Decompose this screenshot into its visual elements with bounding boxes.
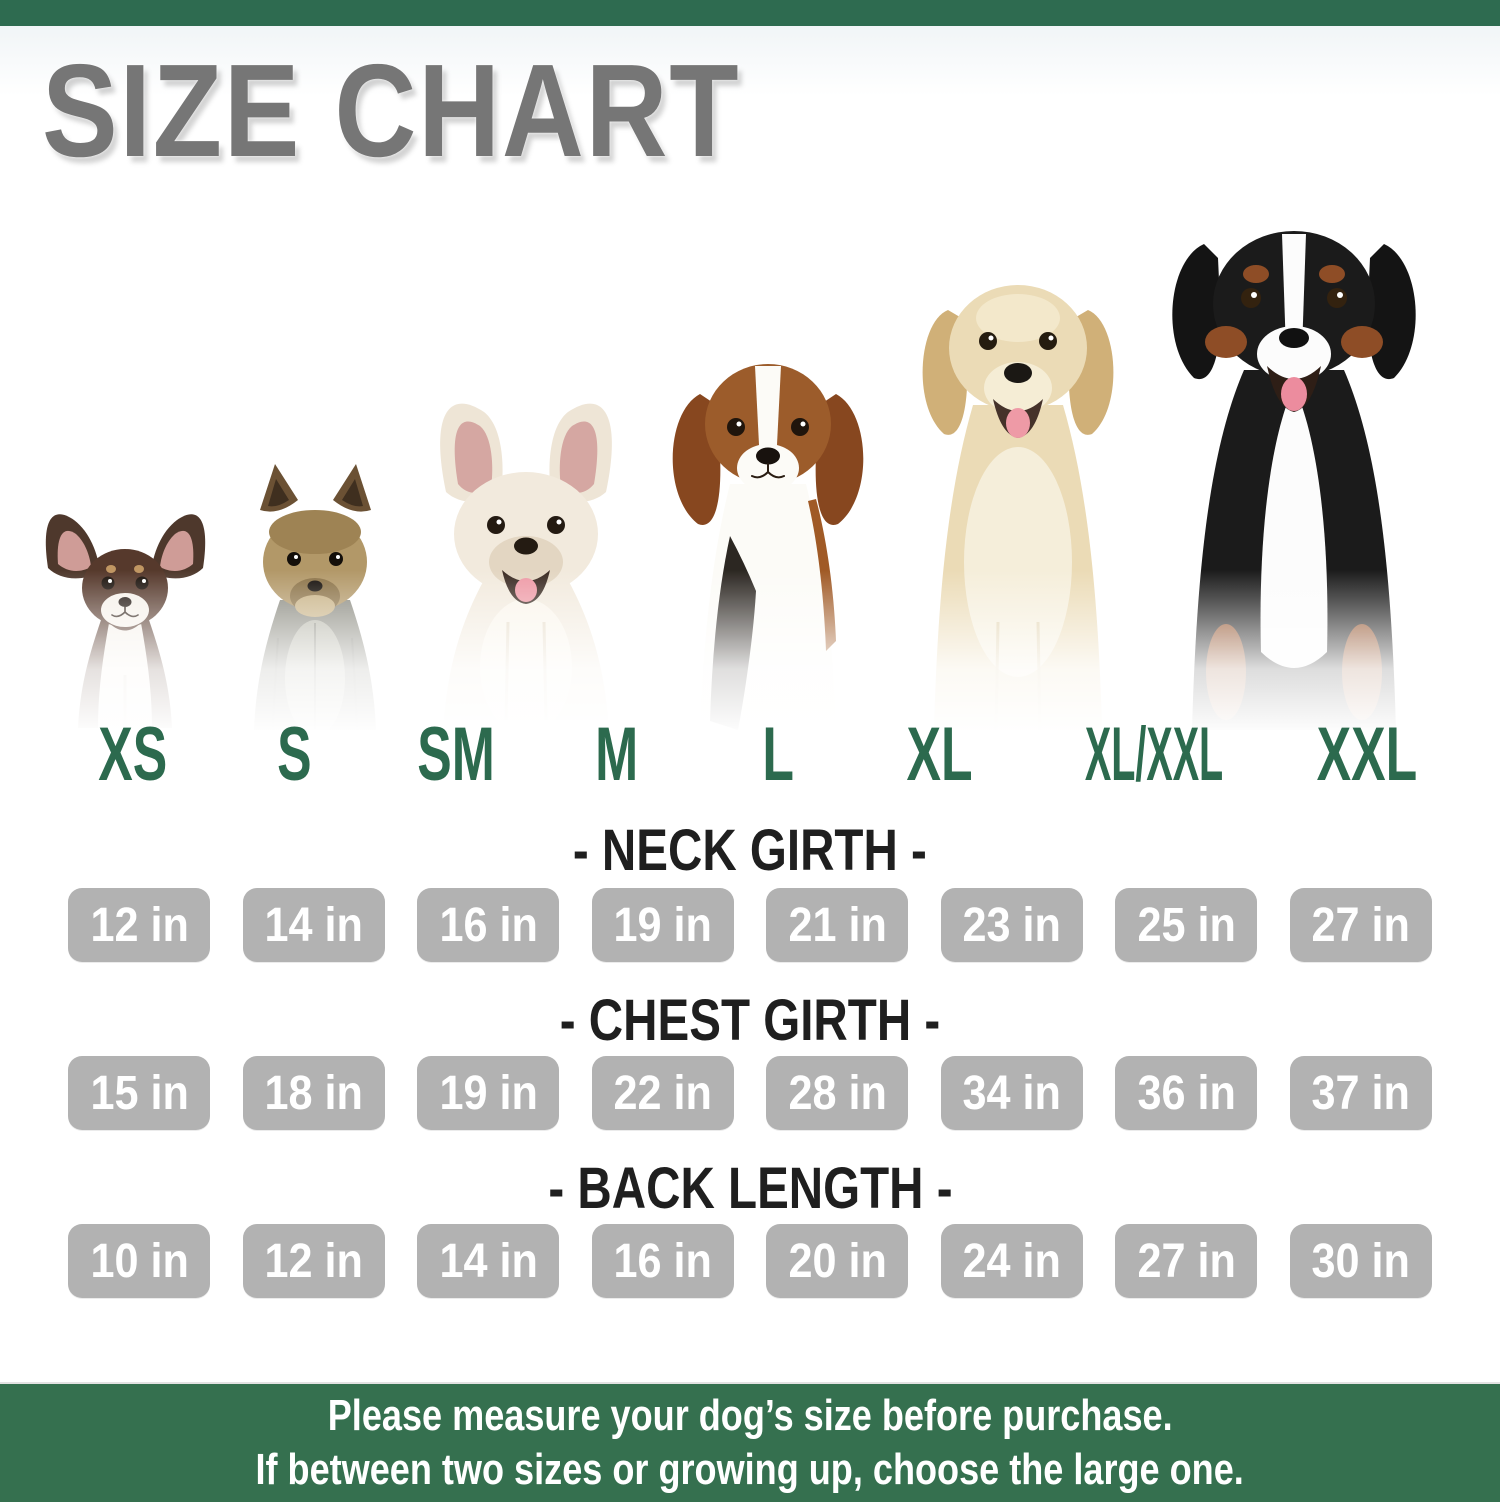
neck-girth-value-m: 19 in: [591, 888, 734, 962]
chest-girth-heading: - CHEST GIRTH -: [559, 988, 941, 1053]
chest-girth-value-xl-xxl: 36 in: [1115, 1056, 1258, 1130]
neck-girth-value-sm: 16 in: [417, 888, 560, 962]
size-label-m: M: [595, 711, 639, 797]
back-length-value-xl: 24 in: [940, 1224, 1083, 1298]
back-length-value-m: 16 in: [591, 1224, 734, 1298]
background-gradient: [0, 26, 1500, 96]
size-label-xl: XL: [906, 711, 973, 797]
chest-girth-value-m: 22 in: [591, 1056, 734, 1130]
back-length-value-sm: 14 in: [417, 1224, 560, 1298]
page-title: SIZE CHART: [42, 37, 741, 184]
footer-note-bar: Please measure your dog’s size before pu…: [0, 1382, 1500, 1502]
neck-girth-value-s: 14 in: [242, 888, 385, 962]
back-length-heading: - BACK LENGTH -: [547, 1156, 953, 1221]
chest-girth-row: 15 in 18 in 19 in 22 in 28 in 34 in 36 i…: [52, 1056, 1448, 1130]
dog-bernese-mountain-dog-illustration: [1172, 231, 1416, 730]
footer-note-line1: Please measure your dog’s size before pu…: [327, 1391, 1173, 1440]
size-label-s: S: [276, 711, 312, 797]
neck-girth-value-l: 21 in: [766, 888, 909, 962]
neck-girth-row: 12 in 14 in 16 in 19 in 21 in 23 in 25 i…: [52, 888, 1448, 962]
neck-girth-value-xxl: 27 in: [1289, 888, 1432, 962]
top-accent-bar: [0, 0, 1500, 26]
chest-girth-value-l: 28 in: [766, 1056, 909, 1130]
back-length-value-xl-xxl: 27 in: [1115, 1224, 1258, 1298]
chest-girth-value-xs: 15 in: [68, 1056, 211, 1130]
neck-girth-value-xl-xxl: 25 in: [1115, 888, 1258, 962]
size-label-xxl: XXL: [1317, 711, 1418, 797]
chest-girth-value-s: 18 in: [242, 1056, 385, 1130]
back-length-value-xs: 10 in: [68, 1224, 211, 1298]
dog-chihuahua-illustration: [45, 514, 206, 728]
size-label-l: L: [762, 711, 795, 797]
dog-yorkshire-terrier-illustration: [254, 464, 376, 730]
back-length-value-l: 20 in: [766, 1224, 909, 1298]
back-length-value-xxl: 30 in: [1289, 1224, 1432, 1298]
back-length-value-s: 12 in: [242, 1224, 385, 1298]
footer-note-line2: If between two sizes or growing up, choo…: [255, 1445, 1245, 1494]
back-length-row: 10 in 12 in 14 in 16 in 20 in 24 in 27 i…: [52, 1224, 1448, 1298]
size-label-row: XS S SM M L XL XL/XXL XXL: [52, 711, 1448, 797]
chest-girth-value-xxl: 37 in: [1289, 1056, 1432, 1130]
size-label-xs: XS: [98, 711, 168, 797]
chest-girth-value-sm: 19 in: [417, 1056, 560, 1130]
neck-girth-heading: - NECK GIRTH -: [572, 818, 928, 883]
size-label-sm: SM: [416, 711, 495, 797]
chest-girth-value-xl: 34 in: [940, 1056, 1083, 1130]
neck-girth-value-xs: 12 in: [68, 888, 211, 962]
size-label-xl-xxl: XL/XXL: [1084, 711, 1223, 797]
neck-girth-value-xl: 23 in: [940, 888, 1083, 962]
